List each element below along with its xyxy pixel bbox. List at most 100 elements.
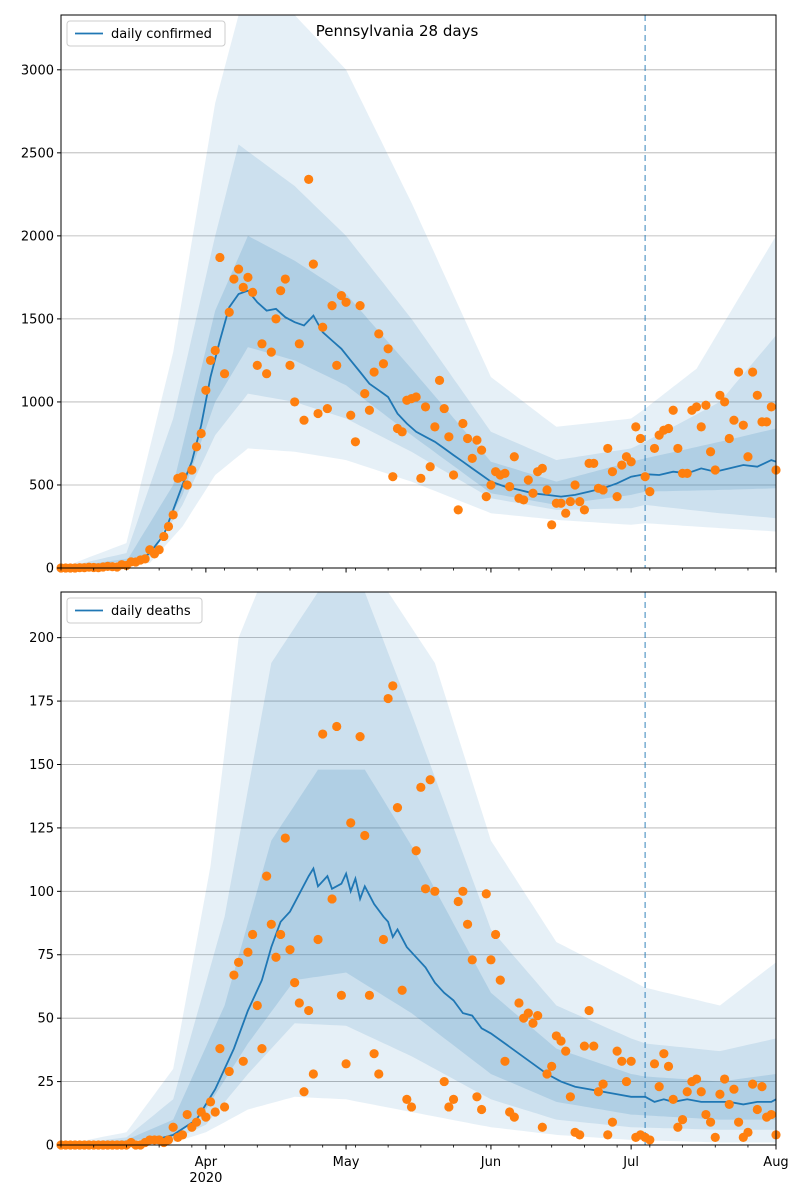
observed-point [290,397,300,407]
observed-point [294,998,304,1008]
observed-point [467,955,477,965]
observed-point [677,1115,688,1125]
observed-point [346,818,356,828]
observed-point [476,445,487,455]
observed-point [663,423,674,434]
observed-point [458,418,468,429]
legend-label: daily confirmed [111,27,212,42]
observed-point [168,1122,178,1132]
observed-point [355,301,365,311]
observed-point [748,1079,758,1089]
observed-point [444,432,454,442]
y-tick-label: 2000 [21,229,54,244]
observed-point [294,339,304,349]
observed-point [215,252,225,263]
observed-point [285,945,295,955]
observed-point [448,1094,459,1104]
observed-point [766,1109,776,1120]
observed-point [691,402,702,412]
observed-point [177,472,188,482]
observed-point [649,1059,660,1069]
observed-point [645,487,655,497]
observed-point [621,1076,632,1087]
observed-point [547,520,557,530]
observed-point [691,1074,702,1084]
observed-point [187,465,197,475]
observed-point [364,990,375,1000]
observed-point [248,287,258,297]
y-tick-label: 100 [29,885,54,900]
observed-point [682,468,692,478]
observed-point [369,1049,379,1059]
observed-point [299,1087,309,1097]
observed-point [163,521,174,532]
observed-point [519,495,529,505]
y-tick-label: 50 [37,1012,54,1027]
observed-point [654,1082,664,1092]
x-tick-label: Aug [763,1155,788,1170]
confidence-band-inner [61,769,776,1145]
observed-point [491,929,501,940]
observed-point [280,833,290,843]
observed-point [397,427,407,437]
x-tick-sublabel: 2020 [189,1171,222,1186]
observed-point [327,301,337,311]
y-tick-label: 3000 [21,63,54,78]
observed-point [673,443,683,454]
observed-point [266,919,276,929]
x-tick-label: May [333,1155,360,1170]
observed-point [201,1112,211,1122]
observed-point [565,496,575,507]
observed-point [509,1112,519,1122]
observed-point [285,360,295,370]
observed-point [243,947,253,957]
observed-point [612,491,622,502]
observed-point [271,952,281,962]
observed-point [542,485,552,495]
observed-point [743,452,753,462]
observed-point [374,1069,384,1079]
observed-point [201,385,211,395]
observed-point [252,360,262,370]
observed-point [486,480,496,490]
observed-point [378,359,389,369]
observed-point [533,1011,543,1021]
observed-point [607,1117,618,1127]
observed-point [738,420,748,430]
axes-frame [60,591,777,1146]
observed-point [219,369,230,379]
observed-point [481,491,491,502]
observed-point [556,1036,566,1046]
observed-point [645,1135,655,1145]
observed-point [579,1041,589,1051]
observed-point [168,510,178,520]
observed-point [635,433,646,444]
x-tick-label: Jun [480,1155,501,1170]
observed-point [229,274,239,284]
observed-point [748,367,758,377]
observed-point [542,1069,552,1079]
observed-point [430,886,440,896]
observed-point [266,347,276,357]
observed-point [575,1130,585,1140]
observed-point [710,465,720,475]
observed-point [341,1059,351,1069]
y-tick-label: 75 [37,948,54,963]
observed-point [663,1061,674,1071]
observed-point [327,894,337,904]
observed-point [617,460,627,470]
observed-point [406,1102,417,1112]
observed-point [205,1097,216,1107]
observed-point [233,264,244,274]
observed-point [439,403,449,414]
observed-point [341,297,351,307]
observed-point [318,729,328,739]
observed-point [425,775,435,785]
observed-point [154,545,164,555]
observed-point [631,422,641,432]
observed-point [565,1092,575,1102]
observed-point [299,415,309,425]
observed-point [313,408,323,419]
observed-point [238,282,248,292]
observed-point [668,405,678,415]
